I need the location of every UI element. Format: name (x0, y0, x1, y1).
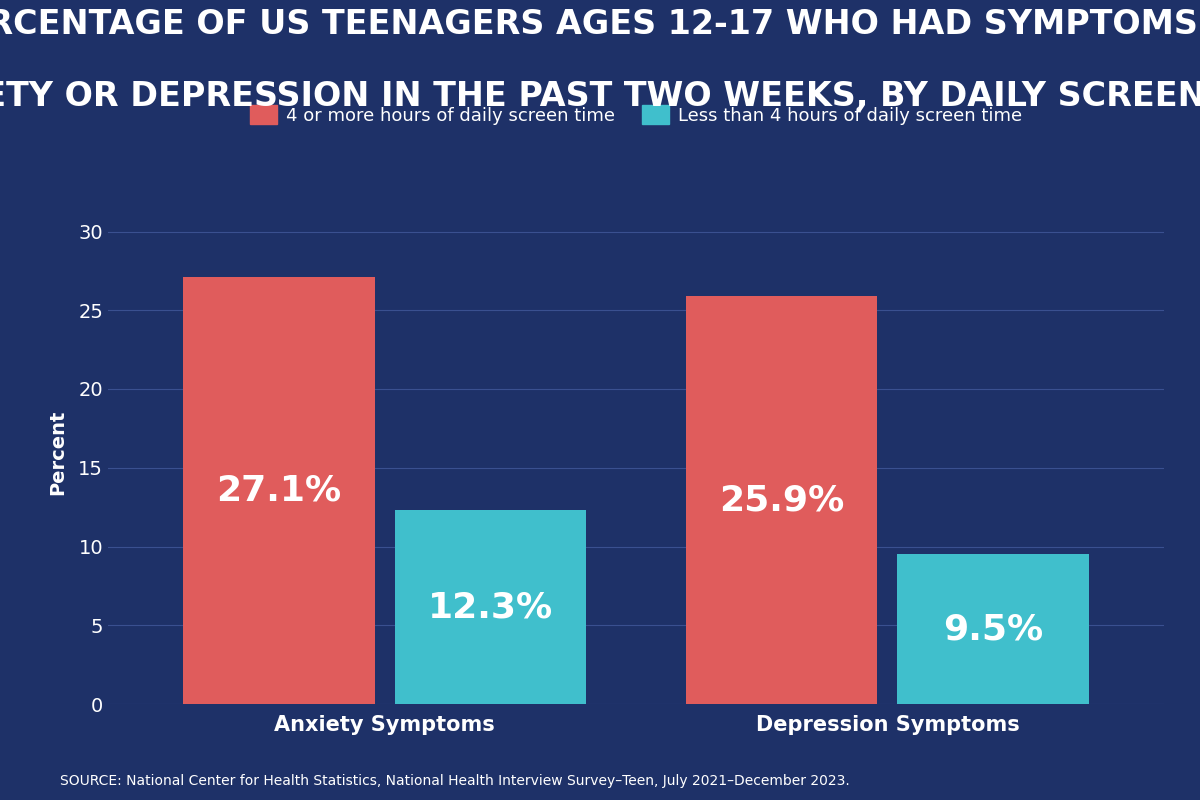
Text: 27.1%: 27.1% (216, 474, 342, 507)
Text: 12.3%: 12.3% (427, 590, 553, 624)
Text: PERCENTAGE OF US TEENAGERS AGES 12-17 WHO HAD SYMPTOMS OF: PERCENTAGE OF US TEENAGERS AGES 12-17 WH… (0, 8, 1200, 41)
Y-axis label: Percent: Percent (48, 410, 67, 494)
Bar (184, 277, 374, 704)
Text: ANXIETY OR DEPRESSION IN THE PAST TWO WEEKS, BY DAILY SCREEN TIME: ANXIETY OR DEPRESSION IN THE PAST TWO WE… (0, 80, 1200, 113)
Text: 9.5%: 9.5% (943, 612, 1043, 646)
Text: 25.9%: 25.9% (719, 483, 845, 517)
Bar (395, 510, 586, 704)
Bar (686, 296, 877, 704)
Bar (898, 554, 1088, 704)
Legend: 4 or more hours of daily screen time, Less than 4 hours of daily screen time: 4 or more hours of daily screen time, Le… (242, 98, 1030, 132)
Text: SOURCE: National Center for Health Statistics, National Health Interview Survey–: SOURCE: National Center for Health Stati… (60, 774, 850, 788)
